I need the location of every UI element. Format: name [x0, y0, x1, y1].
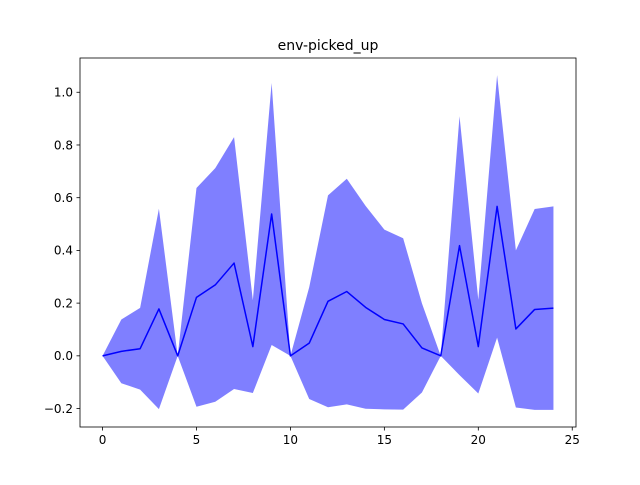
y-tick-label: 0.0: [54, 349, 73, 363]
y-tick-label: 1.0: [54, 86, 73, 100]
y-tick-label: 0.8: [54, 138, 73, 152]
x-tick-label: 0: [99, 433, 107, 447]
confidence-band: [102, 75, 554, 410]
axes-frame: [79, 57, 577, 428]
plot-content: [102, 75, 554, 410]
x-tick-label: 5: [193, 433, 201, 447]
chart-title: env-picked_up: [278, 38, 379, 54]
y-tick-label: 0.6: [54, 191, 73, 205]
x-tick-label: 20: [471, 433, 486, 447]
axes: 0 5 10 15 20 25 −0.2 0.0 0.2 0.4 0.6 0.8 1.0: [44, 57, 580, 447]
x-tick-label: 25: [565, 433, 580, 447]
y-tick-label: 0.2: [54, 296, 73, 310]
y-tick-label: −0.2: [44, 402, 73, 416]
y-tick-label: 0.4: [54, 244, 73, 258]
x-tick-label: 10: [283, 433, 298, 447]
series-line-0: [102, 205, 554, 357]
x-tick-label: 15: [377, 433, 392, 447]
plot-area: [102, 75, 554, 410]
